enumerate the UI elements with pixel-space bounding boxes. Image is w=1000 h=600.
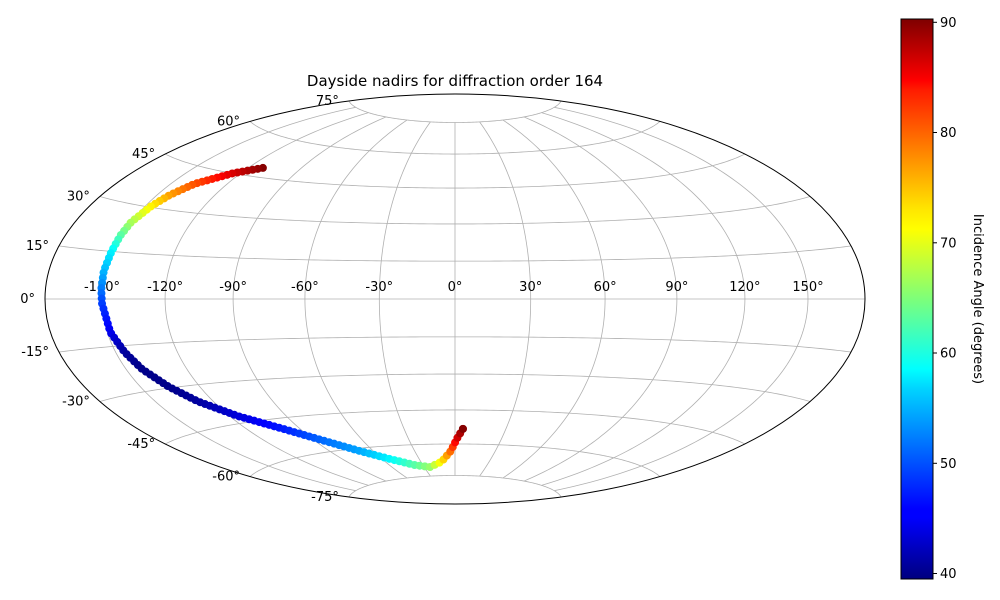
- meridian-line: [378, 121, 431, 477]
- latitude-tick-label: 45°: [132, 147, 155, 162]
- chart-title: Dayside nadirs for diffraction order 164: [307, 72, 603, 90]
- latitude-tick-label: -30°: [62, 395, 90, 410]
- latitude-tick-label: -15°: [21, 345, 49, 360]
- scatter-points: [97, 163, 467, 471]
- longitude-tick-label: -120°: [147, 280, 183, 295]
- graticule: [45, 100, 865, 498]
- longitude-tick-label: 120°: [729, 280, 760, 295]
- map-boundary: [44, 93, 866, 505]
- longitude-tick-label: -60°: [291, 280, 319, 295]
- colorbar-tick-label: 40: [940, 567, 957, 582]
- colorbar-label: Incidence Angle (degrees): [970, 214, 985, 384]
- latitude-tick-labels: 75° 60° 45° 30° 15° 0° -15° -30° -45° -60° -75°: [20, 94, 339, 505]
- colorbar-tick-label: 70: [940, 236, 957, 251]
- longitude-tick-label: 0°: [448, 280, 463, 295]
- colorbar-tick-label: 50: [940, 457, 957, 472]
- meridian-line: [479, 121, 532, 477]
- longitude-tick-label: 150°: [792, 280, 823, 295]
- meridian-line: [232, 116, 387, 482]
- colorbar-tick-label: 90: [940, 16, 957, 31]
- latitude-tick-label: -60°: [212, 470, 240, 485]
- longitude-tick-label: -30°: [365, 280, 393, 295]
- latitude-tick-label: 60°: [217, 115, 240, 130]
- data-point: [458, 424, 467, 433]
- longitude-tick-label: 60°: [594, 280, 617, 295]
- longitude-tick-label: 30°: [519, 280, 542, 295]
- longitude-tick-label: -90°: [219, 280, 247, 295]
- colorbar-tick-label: 60: [940, 347, 957, 362]
- meridian-line: [554, 106, 809, 492]
- latitude-tick-label: 30°: [67, 190, 90, 205]
- longitude-tick-label: 90°: [665, 280, 688, 295]
- latitude-tick-label: 15°: [26, 239, 49, 254]
- meridian-line: [304, 119, 408, 479]
- meridian-line: [541, 112, 746, 486]
- colorbar: [900, 18, 934, 580]
- latitude-tick-label: -45°: [127, 437, 155, 452]
- colorbar-ticks: 40 50 60 70 80 90: [933, 16, 957, 582]
- latitude-tick-label: 0°: [20, 292, 35, 307]
- meridian-line: [164, 112, 369, 486]
- latitude-tick-label: -75°: [311, 490, 339, 505]
- latitude-tick-label: 75°: [316, 94, 339, 109]
- longitude-tick-labels: -150°-120°-90°-60°-30°0°30°60°90°120°150…: [84, 280, 824, 295]
- meridian-line: [502, 119, 606, 479]
- meridian-line: [523, 116, 678, 482]
- colorbar-tick-label: 80: [940, 126, 957, 141]
